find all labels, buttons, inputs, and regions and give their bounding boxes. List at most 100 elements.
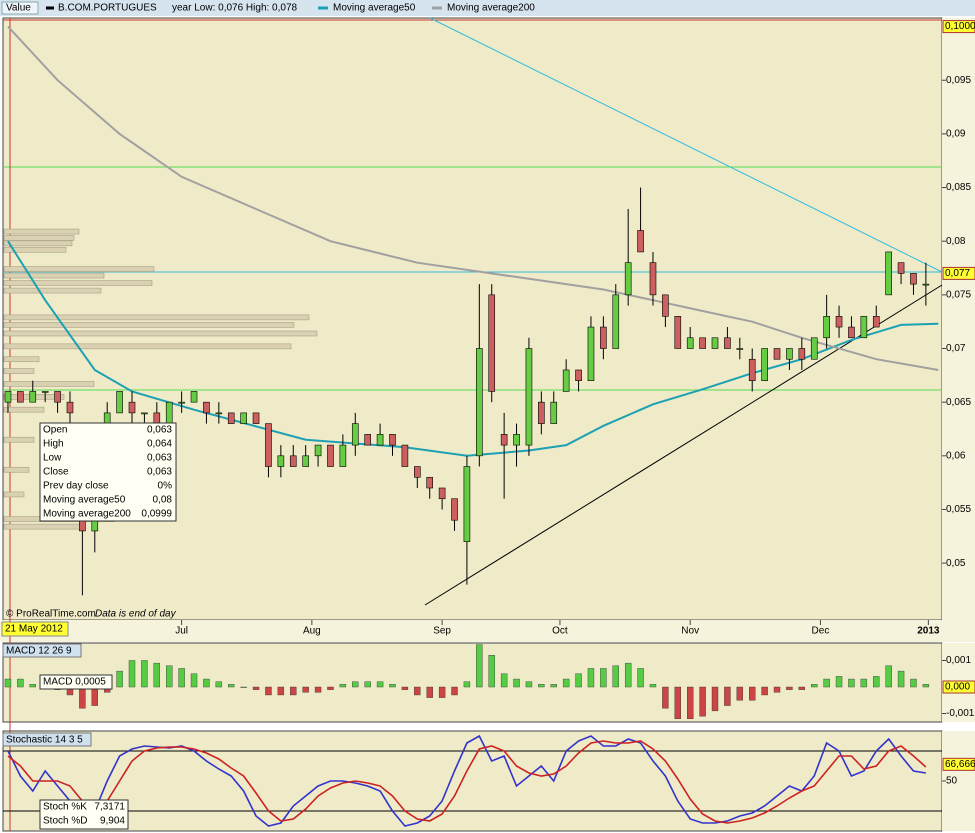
- volume-profile-bar: [3, 314, 310, 321]
- axis-marker: [942, 266, 975, 280]
- candle-body: [438, 487, 446, 500]
- macd-bar: [600, 668, 607, 688]
- macd-bar: [4, 678, 12, 688]
- candle-body: [897, 262, 905, 274]
- header-label: Value: [6, 3, 31, 14]
- y-tick-label: 50: [946, 776, 958, 787]
- header-bar: [0, 0, 975, 16]
- candle-body: [103, 412, 111, 424]
- moving-average-line: [7, 240, 939, 457]
- macd-bar: [562, 678, 570, 688]
- candle-body: [500, 434, 508, 446]
- candle-body: [810, 337, 818, 360]
- macd-bar: [265, 686, 272, 696]
- macd-bar: [848, 678, 855, 688]
- candle-body: [463, 466, 471, 542]
- macd-bar: [538, 684, 545, 688]
- y-tick-label: 0,065: [946, 397, 971, 408]
- candle-body: [265, 423, 272, 467]
- axis-marker: [942, 680, 975, 694]
- macd-bar: [128, 660, 136, 688]
- candle-body: [227, 412, 235, 424]
- macd-bar: [686, 686, 694, 720]
- macd-bar: [91, 686, 98, 706]
- axis-marker: [942, 757, 975, 771]
- macd-bar: [79, 686, 86, 709]
- candle-body: [165, 401, 173, 424]
- candle-body: [376, 434, 384, 446]
- macd-bar: [290, 686, 297, 696]
- candle-body: [54, 391, 61, 403]
- tooltip-name: Low: [43, 453, 62, 464]
- tooltip-name: Close: [43, 467, 69, 478]
- candle-body: [686, 337, 694, 349]
- macd-bar: [550, 684, 557, 688]
- macd-bar: [277, 686, 285, 696]
- tooltip-box: [39, 422, 177, 522]
- plot-layer: Jul Aug Sep Oct Nov Dec 2013 0,095 0,09 0,085 0,08…: [3, 20, 975, 827]
- volume-profile-bar: [3, 322, 295, 328]
- macd-bar: [575, 673, 582, 688]
- candle-body: [922, 283, 930, 286]
- date-axis-bg: [0, 620, 975, 642]
- y-tick-label: 0,001: [946, 655, 971, 666]
- macd-bar: [116, 670, 123, 688]
- macd-bar: [228, 684, 235, 688]
- macd-bar: [215, 681, 223, 688]
- candle-body: [339, 444, 347, 467]
- legend-label: Moving average200: [447, 3, 535, 14]
- macd-bar: [463, 681, 471, 688]
- candle-body: [401, 444, 409, 467]
- macd-bar: [339, 684, 347, 688]
- macd-bar: [724, 686, 731, 706]
- macd-bar: [711, 686, 719, 712]
- stoch-axis-bg: [942, 731, 975, 831]
- candle-body: [389, 434, 396, 446]
- header-label-box: [1, 1, 39, 15]
- macd-bar: [736, 686, 744, 701]
- macd-bar: [649, 684, 657, 688]
- volume-profile-bar: [3, 240, 73, 247]
- candle-body: [116, 391, 123, 414]
- candle-body: [41, 391, 49, 393]
- candle-body: [351, 423, 359, 446]
- candle-body: [711, 337, 719, 349]
- volume-profile-bar: [3, 368, 35, 374]
- header-range: year Low: 0,076 High: 0,078: [172, 3, 298, 14]
- candle-body: [637, 230, 644, 253]
- header-symbol: B.COM.PORTUGUES: [58, 3, 157, 14]
- tooltip-name: High: [43, 439, 64, 450]
- y-tick-label: 0,095: [946, 75, 971, 86]
- tooltip-value: 0,063: [147, 453, 172, 464]
- macd-bar: [426, 686, 433, 698]
- macd-bar: [612, 665, 619, 688]
- candle-body: [190, 391, 198, 403]
- candle-body: [29, 391, 37, 403]
- tooltip-value: 7,3171: [94, 802, 125, 813]
- candle-body: [476, 348, 483, 457]
- macd-bar: [500, 673, 508, 688]
- macd-bar: [513, 678, 520, 688]
- tooltip-name: Moving average200: [43, 509, 131, 520]
- macd-bar: [153, 662, 161, 688]
- x-tick-label: Nov: [681, 626, 699, 637]
- macd-bar: [749, 686, 756, 701]
- tooltip-value: 0,063: [147, 425, 172, 436]
- trend-line: [429, 17, 943, 273]
- candle-body: [562, 369, 570, 392]
- macd-bar: [860, 678, 868, 688]
- candle-body: [289, 455, 297, 467]
- candle-body: [674, 316, 682, 349]
- tooltip-name: Stoch %K: [43, 802, 87, 813]
- volume-profile-bar: [3, 266, 155, 272]
- macd-bar: [823, 678, 830, 688]
- candle-body: [141, 412, 148, 415]
- candle-body: [649, 262, 657, 296]
- date-label: 21 May 2012: [5, 624, 63, 635]
- macd-bar: [17, 678, 24, 688]
- macd-bar: [352, 681, 359, 688]
- y-tick-label: 0,07: [946, 343, 966, 354]
- candle-body: [773, 348, 781, 360]
- macd-tooltip-box: [39, 674, 113, 690]
- stoch-tooltip-box: [39, 799, 129, 830]
